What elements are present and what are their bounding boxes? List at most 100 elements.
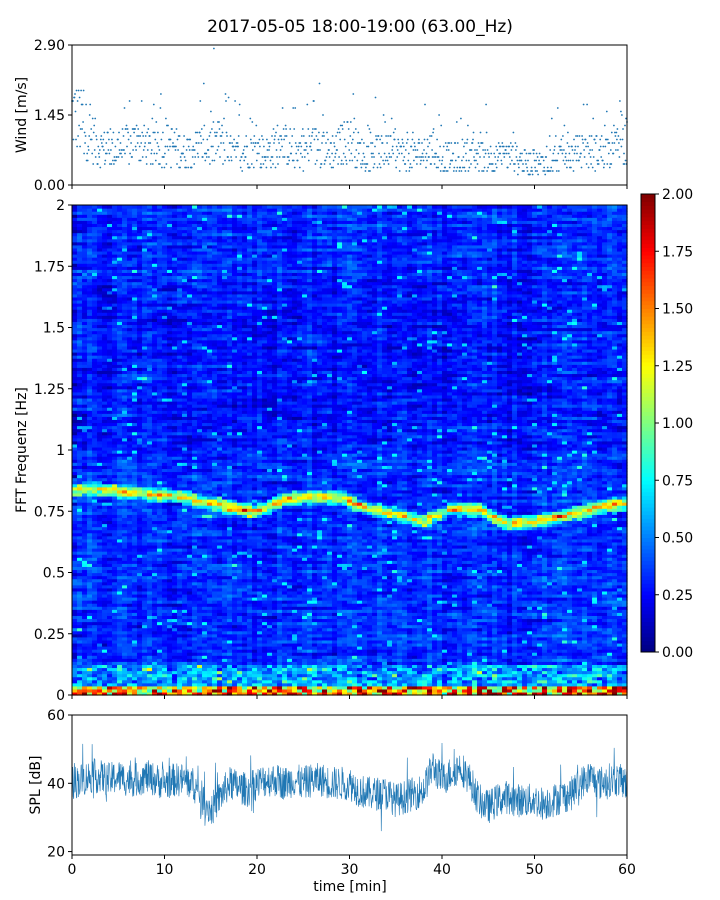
wind-point: [267, 156, 269, 158]
wind-point: [560, 146, 562, 148]
wind-point: [326, 156, 328, 158]
wind-point: [210, 132, 212, 134]
wind-point: [549, 149, 551, 151]
wind-point: [567, 132, 569, 134]
wind-point: [514, 163, 516, 165]
wind-point: [365, 167, 367, 169]
wind-point: [250, 142, 252, 144]
wind-point: [480, 132, 482, 134]
wind-point: [118, 132, 120, 134]
wind-point: [242, 153, 244, 155]
wind-point: [112, 160, 114, 162]
wind-point: [120, 153, 122, 155]
wind-point: [619, 156, 621, 158]
wind-point: [303, 135, 305, 137]
wind-point: [108, 149, 110, 151]
wind-point: [349, 135, 351, 137]
wind-point: [441, 163, 443, 165]
wind-point: [238, 114, 240, 116]
wind-point: [564, 125, 566, 127]
wind-point: [79, 146, 81, 148]
wind-point: [281, 139, 283, 141]
wind-point: [408, 170, 410, 172]
wind-point: [435, 153, 437, 155]
wind-point: [387, 135, 389, 137]
wind-point: [395, 167, 397, 169]
wind-point: [538, 160, 540, 162]
wind-point: [444, 167, 446, 169]
wind-point: [143, 149, 145, 151]
wind-scatter-series: [71, 48, 628, 176]
wind-point: [582, 139, 584, 141]
wind-point: [87, 160, 89, 162]
wind-point: [403, 146, 405, 148]
wind-point: [187, 167, 189, 169]
wind-point: [76, 146, 78, 148]
wind-point: [573, 139, 575, 141]
wind-point: [145, 156, 147, 158]
wind-point: [345, 146, 347, 148]
wind-point: [256, 160, 258, 162]
wind-point: [424, 104, 426, 106]
wind-point: [493, 153, 495, 155]
wind-point: [567, 142, 569, 144]
wind-point: [371, 156, 373, 158]
wind-point: [329, 163, 331, 165]
wind-point: [434, 163, 436, 165]
wind-point: [297, 160, 299, 162]
wind-point: [243, 160, 245, 162]
wind-point: [414, 146, 416, 148]
wind-point: [200, 135, 202, 137]
wind-point: [413, 160, 415, 162]
wind-point: [466, 160, 468, 162]
wind-axes-frame: [72, 45, 627, 185]
wind-point: [144, 146, 146, 148]
wind-point: [554, 146, 556, 148]
wind-point: [76, 90, 78, 92]
wind-point: [292, 107, 294, 109]
wind-point: [526, 167, 528, 169]
wind-point: [558, 170, 560, 172]
wind-point: [186, 149, 188, 151]
wind-point: [85, 104, 87, 106]
wind-point: [592, 167, 594, 169]
wind-point: [404, 163, 406, 165]
wind-point: [468, 170, 470, 172]
wind-point: [104, 163, 106, 165]
wind-point: [123, 135, 125, 137]
wind-point: [365, 170, 367, 172]
wind-point: [379, 139, 381, 141]
wind-point: [352, 93, 354, 95]
wind-point: [161, 167, 163, 169]
wind-point: [327, 153, 329, 155]
wind-point: [323, 135, 325, 137]
wind-point: [184, 156, 186, 158]
wind-point: [100, 135, 102, 137]
wind-point: [74, 93, 76, 95]
wind-point: [235, 156, 237, 158]
wind-point: [256, 153, 258, 155]
wind-point: [384, 153, 386, 155]
wind-point: [111, 163, 113, 165]
wind-point: [464, 142, 466, 144]
wind-point: [306, 104, 308, 106]
wind-point: [294, 107, 296, 109]
wind-point: [583, 104, 585, 106]
wind-point: [566, 160, 568, 162]
wind-point: [620, 111, 622, 113]
wind-point: [146, 132, 148, 134]
wind-point: [165, 146, 167, 148]
wind-point: [246, 146, 248, 148]
wind-point: [106, 153, 108, 155]
wind-point: [533, 153, 535, 155]
wind-point: [290, 153, 292, 155]
wind-point: [147, 149, 149, 151]
wind-point: [563, 160, 565, 162]
wind-point: [500, 160, 502, 162]
wind-point: [164, 153, 166, 155]
wind-point: [604, 146, 606, 148]
wind-point: [129, 153, 131, 155]
wind-point: [88, 149, 90, 151]
wind-point: [97, 163, 99, 165]
wind-point: [440, 170, 442, 172]
